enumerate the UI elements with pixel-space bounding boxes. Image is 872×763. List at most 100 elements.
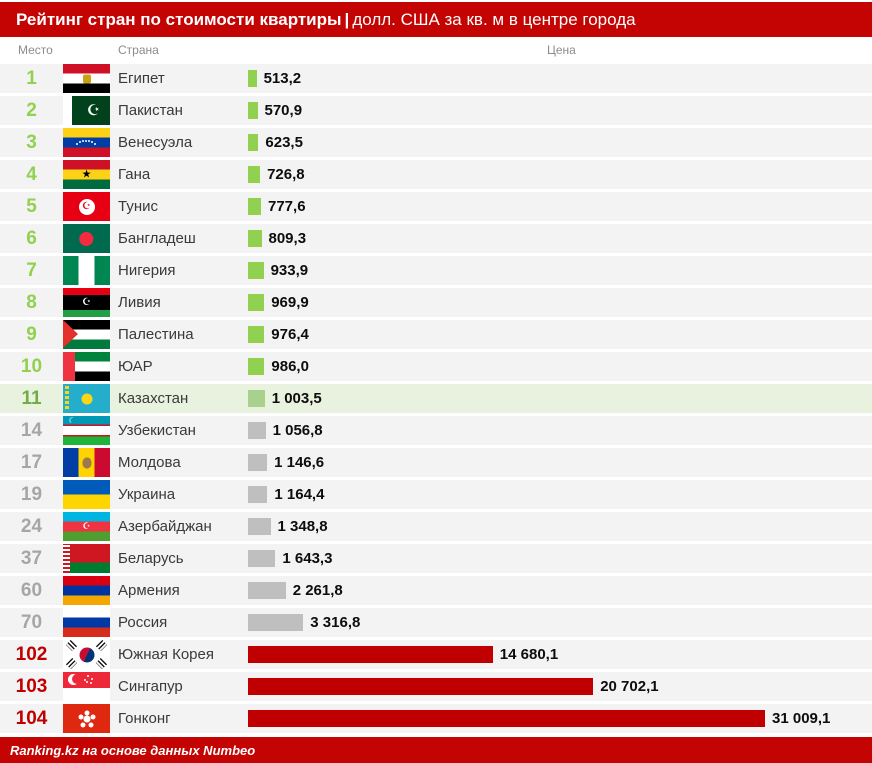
bar-zone: 969,9 <box>248 294 872 311</box>
flag-emblem <box>81 393 92 404</box>
value-label: 1 146,6 <box>274 454 325 471</box>
country-flag-icon <box>63 128 110 157</box>
rank-cell: 102 <box>15 644 48 665</box>
country-name: Гонконг <box>118 710 171 727</box>
table-row: 6 Бангладеш 809,3 <box>0 224 872 253</box>
country-flag-icon <box>63 192 110 221</box>
country-flag-icon <box>63 672 110 701</box>
value-bar <box>248 102 258 119</box>
country-name: Нигерия <box>118 262 176 279</box>
value-bar <box>248 358 265 375</box>
table-row: 17 Молдова 1 146,6 <box>0 448 872 477</box>
bar-zone: 2 261,8 <box>248 582 872 599</box>
value-bar <box>248 390 265 407</box>
value-bar <box>248 422 266 439</box>
table-row: 8 Ливия 969,9 <box>0 288 872 317</box>
table-row: 60 Армения 2 261,8 <box>0 576 872 605</box>
table-row: 7 Нигерия 933,9 <box>0 256 872 285</box>
source-credit: Ranking.kz на основе данных Numbeo <box>10 742 256 758</box>
rank-cell: 11 <box>21 388 42 409</box>
rank-cell: 1 <box>26 68 37 89</box>
table-row: 1 Египет 513,2 <box>0 64 872 93</box>
rank-cell: 60 <box>20 580 43 601</box>
flag-emblem <box>83 715 90 722</box>
rank-cell: 4 <box>26 164 37 185</box>
table-row: 103 Сингапур 20 702,1 <box>0 672 872 701</box>
bar-zone: 1 348,8 <box>248 518 872 535</box>
bar-zone: 777,6 <box>248 198 872 215</box>
value-label: 1 003,5 <box>271 390 322 407</box>
value-bar <box>248 614 304 631</box>
bar-zone: 1 164,4 <box>248 486 872 503</box>
bar-zone: 933,9 <box>248 262 872 279</box>
footer-bar: Ranking.kz на основе данных Numbeo <box>0 737 872 763</box>
value-label: 969,9 <box>271 294 309 311</box>
country-flag-icon <box>63 640 110 669</box>
value-label: 513,2 <box>263 70 302 87</box>
column-header-country: Страна <box>118 43 159 57</box>
rank-cell: 104 <box>15 708 48 729</box>
value-label: 726,8 <box>267 166 305 183</box>
table-row: 102 Южная Корея 14 680,1 <box>0 640 872 669</box>
flag-decoration <box>72 674 82 684</box>
title-subtitle: долл. США за кв. м в центре города <box>352 9 636 29</box>
bar-zone: 14 680,1 <box>248 646 872 663</box>
country-name: Гана <box>118 166 151 183</box>
country-name: Тунис <box>118 198 158 215</box>
table-row: 3 Венесуэла 623,5 <box>0 128 872 157</box>
rank-cell: 103 <box>15 676 48 697</box>
flag-emblem <box>82 74 91 83</box>
bar-zone: 1 643,3 <box>248 550 872 567</box>
bar-zone: 809,3 <box>248 230 872 247</box>
table-row: 2 Пакистан 570,9 <box>0 96 872 125</box>
value-bar <box>248 550 276 567</box>
table-row: 104 Гонконг 31 009,1 <box>0 704 872 733</box>
value-bar <box>248 678 594 695</box>
column-header-row: Место Страна Цена <box>0 37 872 64</box>
country-name: Венесуэла <box>118 134 193 151</box>
column-header-price: Цена <box>547 43 576 57</box>
country-flag-icon <box>63 256 110 285</box>
country-flag-icon <box>63 320 110 349</box>
country-name: Армения <box>118 582 180 599</box>
rank-cell: 8 <box>26 292 37 313</box>
value-bar <box>248 198 261 215</box>
value-bar <box>248 454 268 471</box>
country-flag-icon <box>63 160 110 189</box>
country-flag-icon <box>63 64 110 93</box>
value-bar <box>248 710 765 727</box>
page-title: Рейтинг стран по стоимости квартиры | долл… <box>16 10 636 30</box>
country-name: Узбекистан <box>118 422 196 439</box>
country-flag-icon <box>63 352 110 381</box>
value-label: 14 680,1 <box>499 646 559 663</box>
bar-zone: 726,8 <box>248 166 872 183</box>
value-bar <box>248 294 265 311</box>
value-bar <box>248 582 286 599</box>
bar-zone: 513,2 <box>248 70 872 87</box>
rank-cell: 17 <box>20 452 43 473</box>
country-name: Южная Корея <box>118 646 214 663</box>
table-row: 9 Палестина 976,4 <box>0 320 872 349</box>
table-row: 70 Россия 3 316,8 <box>0 608 872 637</box>
value-label: 3 316,8 <box>310 614 361 631</box>
rank-cell: 37 <box>20 548 43 569</box>
value-bar <box>248 262 264 279</box>
country-name: Египет <box>118 70 165 87</box>
table-row: 10 ЮАР 986,0 <box>0 352 872 381</box>
bar-zone: 623,5 <box>248 134 872 151</box>
country-flag-icon <box>63 288 110 317</box>
country-name: ЮАР <box>118 358 153 375</box>
country-name: Пакистан <box>118 102 183 119</box>
country-flag-icon <box>63 384 110 413</box>
value-bar <box>248 326 265 343</box>
ranking-table: 1 Египет 513,2 2 Пакистан 570,9 3 <box>0 64 872 733</box>
table-row: 14 Узбекистан 1 056,8 <box>0 416 872 445</box>
table-row: 5 Тунис 777,6 <box>0 192 872 221</box>
country-name: Украина <box>118 486 176 503</box>
country-flag-icon <box>63 512 110 541</box>
value-label: 20 702,1 <box>600 678 659 695</box>
value-label: 570,9 <box>264 102 303 119</box>
rank-cell: 19 <box>20 484 43 505</box>
rank-cell: 5 <box>26 196 37 217</box>
